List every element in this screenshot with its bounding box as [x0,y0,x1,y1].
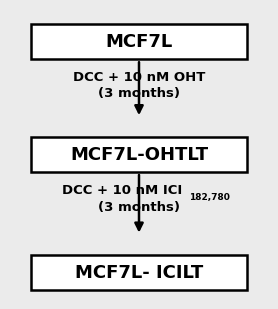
Text: MCF7L: MCF7L [105,33,173,51]
Text: (3 months): (3 months) [98,201,180,214]
Text: DCC + 10 nM ICI: DCC + 10 nM ICI [62,184,182,197]
Bar [31,255,247,290]
Bar [31,24,247,59]
Text: 182,780: 182,780 [189,193,230,202]
Text: MCF7L- ICILT: MCF7L- ICILT [75,264,203,281]
Text: MCF7L-OHTLT: MCF7L-OHTLT [70,146,208,163]
Text: (3 months): (3 months) [98,87,180,100]
Text: DCC + 10 nM OHT: DCC + 10 nM OHT [73,71,205,84]
Bar [31,137,247,172]
